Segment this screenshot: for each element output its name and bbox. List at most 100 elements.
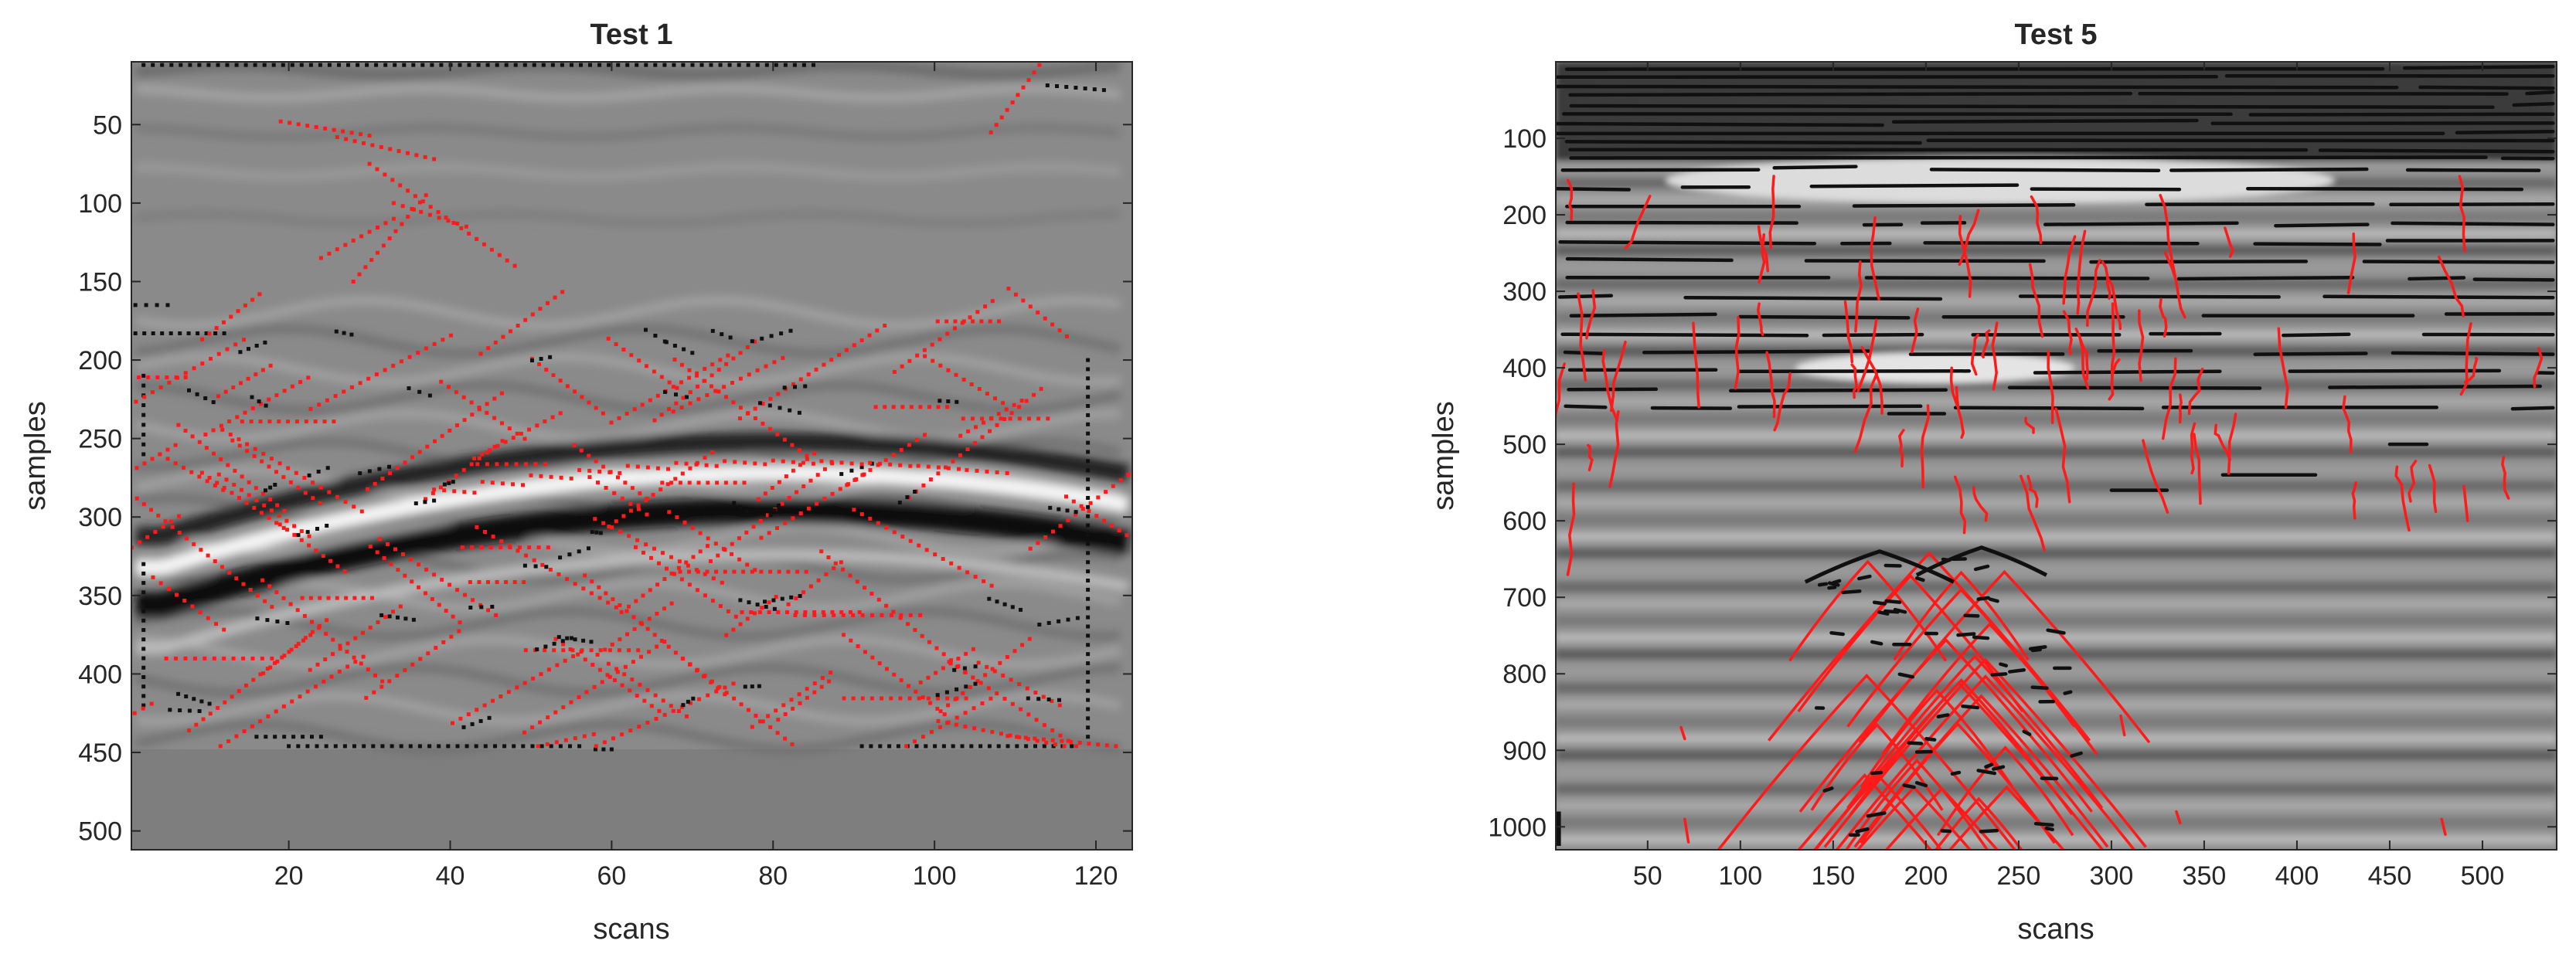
detection-point — [522, 681, 527, 685]
detection-point — [275, 503, 280, 508]
detection-point — [558, 555, 563, 560]
detection-point — [764, 605, 768, 609]
detection-point — [815, 501, 819, 506]
detection-point — [1026, 712, 1031, 717]
red-trace — [2076, 229, 2087, 315]
detection-point — [601, 411, 605, 416]
detection-point — [389, 562, 393, 566]
detection-point — [770, 486, 774, 490]
detection-point — [533, 462, 538, 467]
detection-point — [1010, 701, 1015, 706]
red-trace — [1601, 349, 1618, 422]
detection-point — [783, 712, 788, 716]
detection-point — [914, 689, 918, 694]
detection-point — [454, 390, 458, 395]
detection-point — [627, 604, 631, 609]
detection-point — [141, 562, 146, 566]
red-trace — [1683, 817, 1690, 844]
detection-point — [610, 525, 614, 530]
detection-point — [927, 405, 931, 409]
detection-point — [558, 379, 563, 383]
detection-point — [1050, 322, 1055, 327]
detection-point — [745, 562, 750, 567]
detection-point — [73, 744, 77, 748]
detection-point — [688, 390, 692, 395]
detection-point — [134, 466, 139, 470]
black-streak — [2176, 275, 2355, 281]
detection-point — [806, 506, 811, 511]
detection-point — [455, 744, 460, 749]
detection-point — [507, 426, 512, 431]
detection-point — [743, 460, 747, 465]
detection-point — [1036, 697, 1041, 701]
detection-point — [691, 555, 696, 559]
detection-point — [184, 694, 189, 698]
detection-point — [936, 719, 941, 723]
detection-point — [1053, 742, 1057, 747]
detection-point — [261, 671, 266, 676]
detection-point — [652, 546, 656, 551]
detection-segment — [164, 656, 274, 660]
detection-point — [607, 63, 611, 67]
detection-segment — [413, 498, 437, 506]
black-dash — [1827, 585, 1837, 590]
detection-point — [565, 384, 570, 389]
detection-point — [1126, 473, 1131, 477]
red-trace — [1980, 329, 1991, 359]
detection-segment — [1064, 494, 1129, 538]
detection-point — [1086, 652, 1091, 657]
detection-segment — [391, 201, 468, 229]
detection-point — [419, 209, 424, 214]
detection-point — [482, 703, 487, 708]
black-streak — [1557, 294, 1614, 299]
detection-point — [946, 368, 951, 372]
detection-point — [953, 697, 958, 701]
detection-point — [764, 63, 769, 67]
detection-point — [402, 63, 407, 67]
texture-stripe — [134, 296, 1121, 330]
detection-point — [965, 570, 970, 575]
detection-point — [363, 265, 368, 270]
detection-point — [812, 451, 816, 456]
detection-point — [577, 549, 581, 554]
detection-point — [567, 552, 572, 557]
detection-point — [839, 560, 843, 565]
detection-point — [737, 536, 741, 541]
detection-segment — [738, 324, 887, 421]
detection-point — [690, 525, 695, 530]
detection-point — [155, 303, 159, 307]
detection-segment — [478, 290, 565, 356]
detection-point — [1033, 691, 1038, 694]
detection-point — [965, 467, 969, 472]
detection-point — [782, 385, 787, 390]
surface-band — [134, 210, 1121, 228]
detection-point — [410, 455, 414, 460]
x-tick-label: 250 — [1997, 861, 2041, 891]
black-dash — [1914, 576, 1925, 582]
detection-point — [887, 744, 892, 749]
detection-point — [420, 199, 425, 204]
detection-point — [804, 569, 808, 574]
detection-segment — [1086, 358, 1091, 739]
red-trace — [2047, 349, 2054, 424]
detection-point — [803, 384, 808, 389]
red-trace — [1850, 363, 1859, 399]
detection-point — [789, 698, 794, 702]
detection-point — [310, 630, 315, 634]
y-tick-label: 400 — [78, 660, 122, 689]
red-trace — [2110, 302, 2116, 386]
detection-point — [512, 744, 516, 749]
detection-point — [447, 582, 452, 587]
detection-point — [1048, 505, 1053, 510]
detection-point — [833, 561, 838, 565]
detection-segment — [625, 464, 670, 471]
detection-point — [552, 641, 556, 646]
detection-point — [212, 451, 216, 456]
detection-point — [231, 385, 236, 390]
detection-point — [1045, 83, 1050, 87]
detection-point — [852, 477, 857, 482]
detection-point — [744, 509, 749, 514]
red-trace — [1854, 260, 1863, 333]
detection-point — [859, 462, 864, 467]
detection-segment — [594, 681, 736, 749]
